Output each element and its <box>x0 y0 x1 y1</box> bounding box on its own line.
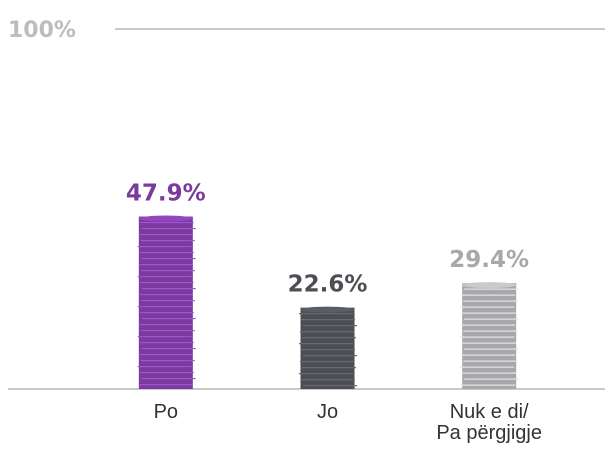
coin-top <box>138 215 193 222</box>
x-tick-label: Po <box>153 401 179 423</box>
coin-top <box>300 306 355 313</box>
x-tick-label: Nuk e di/ Pa përgjigje <box>436 401 542 444</box>
coin-top <box>462 282 517 289</box>
y-tick-label: 100% <box>8 18 76 43</box>
value-label: 29.4% <box>449 247 529 273</box>
value-label: 22.6% <box>288 272 368 298</box>
x-tick-label: Jo <box>316 401 339 423</box>
value-label: 47.9% <box>126 181 206 207</box>
bar <box>300 307 355 389</box>
bar <box>138 216 193 389</box>
